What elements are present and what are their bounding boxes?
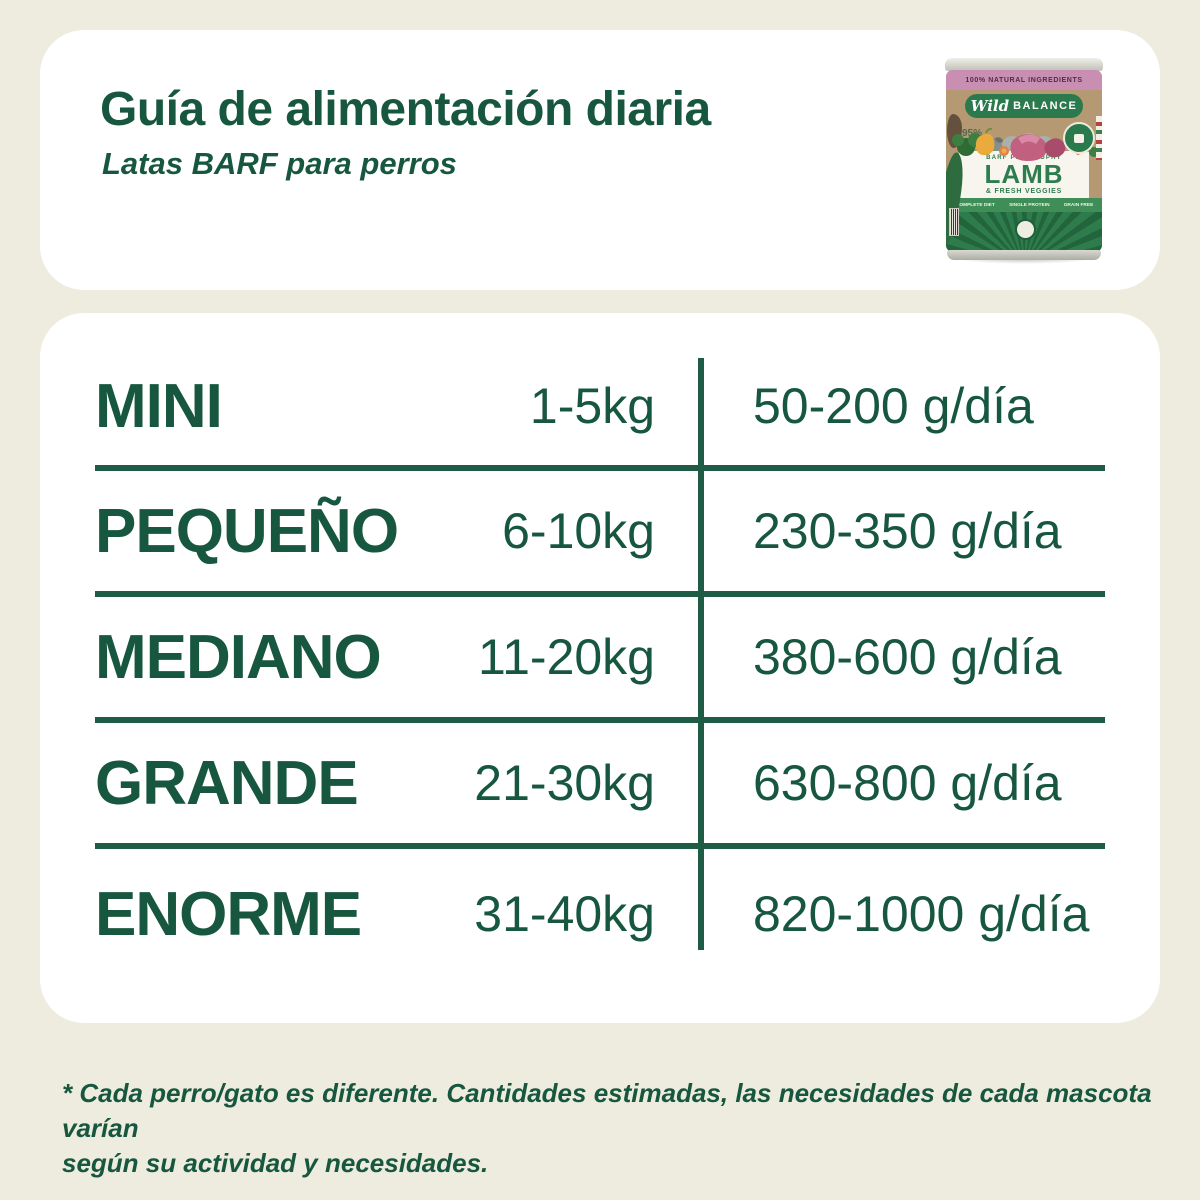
can-bottom-rim: [947, 250, 1101, 260]
disclaimer-footnote: * Cada perro/gato es diferente. Cantidad…: [62, 1076, 1200, 1181]
table-row: GRANDE 21-30kg 630-800 g/día: [95, 723, 1105, 849]
percent-label: 95%: [962, 128, 983, 139]
table-row: PEQUEÑO 6-10kg 230-350 g/día: [95, 471, 1105, 597]
badge-glyph-icon: [1074, 133, 1084, 143]
can-sunburst-section: [946, 212, 1102, 252]
feeding-table-card: MINI 1-5kg 50-200 g/día PEQUEÑO 6-10kg 2…: [40, 313, 1160, 1023]
claim-grain-free: GRAIN FREE: [1063, 202, 1094, 208]
size-label: ENORME: [95, 879, 362, 949]
size-label: MEDIANO: [95, 622, 382, 692]
footnote-line-2: según su actividad y necesidades.: [62, 1148, 489, 1179]
brand-script-text: Wild: [970, 97, 1010, 115]
product-can-image: 100% NATURAL INGREDIENTS Wild BALANCE 95…: [945, 58, 1103, 264]
size-label: GRANDE: [95, 748, 359, 818]
daily-amount: 630-800 g/día: [753, 755, 1062, 811]
weight-range: 21-30kg: [474, 755, 655, 811]
veggies-meat-illustration-icon: [952, 128, 1099, 162]
daily-amount: 380-600 g/día: [753, 629, 1062, 685]
barcode-icon: [949, 208, 959, 236]
weight-range: 31-40kg: [474, 886, 655, 942]
can-top-rim: [945, 58, 1103, 71]
size-label: MINI: [95, 371, 223, 441]
table-row: ENORME 31-40kg 820-1000 g/día: [95, 849, 1105, 979]
brand-caps-text: BALANCE: [1013, 100, 1078, 112]
claim-single-protein: SINGLE PROTEIN: [1009, 202, 1051, 208]
can-natural-band: 100% NATURAL INGREDIENTS: [946, 70, 1102, 90]
flavor-name-label: LAMB: [984, 159, 1064, 190]
weight-range: 11-20kg: [478, 629, 655, 685]
page-title: Guía de alimentación diaria: [100, 83, 711, 136]
table-vertical-divider: [698, 358, 704, 950]
footnote-line-1: * Cada perro/gato es diferente. Cantidad…: [62, 1078, 1152, 1144]
gluten-free-badge-icon: [1063, 122, 1095, 154]
side-label-wrap-icon: [1096, 116, 1102, 160]
table-row: MINI 1-5kg 50-200 g/día: [95, 347, 1105, 471]
round-stamp-icon: [1015, 219, 1036, 240]
weight-range: 6-10kg: [502, 503, 655, 559]
daily-amount: 230-350 g/día: [753, 503, 1062, 559]
size-label: PEQUEÑO: [95, 496, 399, 566]
daily-amount: 50-200 g/día: [753, 378, 1034, 434]
claim-complete-diet: COMPLETE DIET: [955, 202, 995, 208]
wild-balance-logo: Wild BALANCE: [965, 94, 1083, 118]
weight-range: 1-5kg: [529, 378, 655, 434]
fresh-veggies-label: & FRESH VEGGIES: [985, 188, 1063, 195]
can-kraft-section: Wild BALANCE 95%: [946, 90, 1102, 248]
daily-amount: 820-1000 g/día: [753, 886, 1090, 942]
can-body: 100% NATURAL INGREDIENTS Wild BALANCE 95…: [946, 70, 1102, 252]
page-subtitle: Latas BARF para perros: [102, 146, 457, 181]
header-card: Guía de alimentación diaria Latas BARF p…: [40, 30, 1160, 290]
can-claims-band: COMPLETE DIET SINGLE PROTEIN GRAIN FREE: [946, 198, 1102, 212]
table-row: MEDIANO 11-20kg 380-600 g/día: [95, 597, 1105, 723]
